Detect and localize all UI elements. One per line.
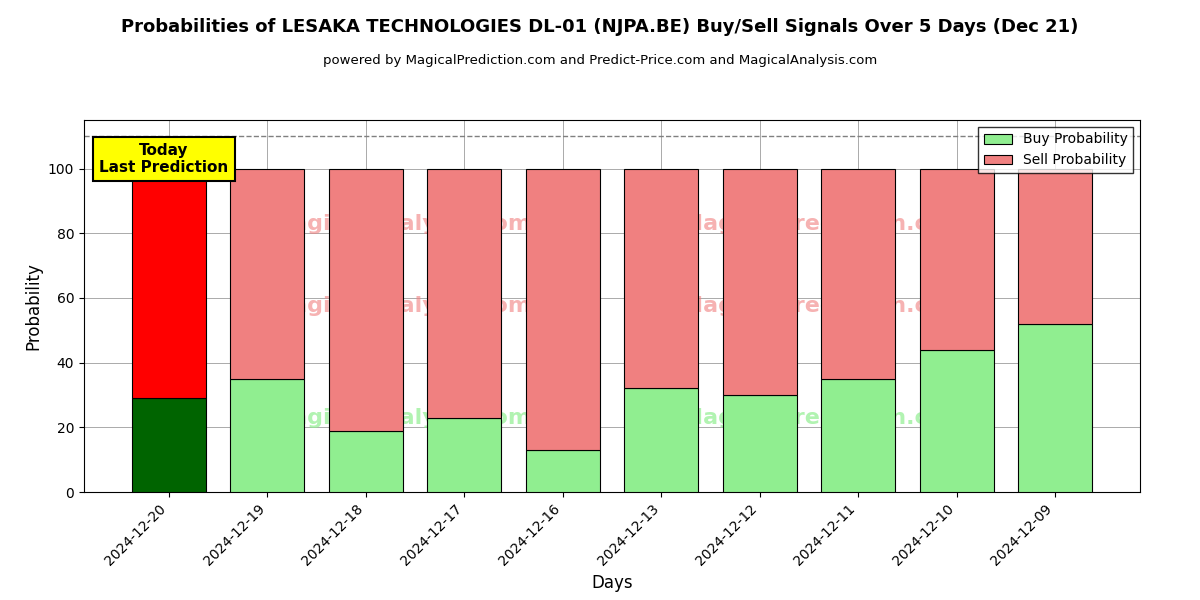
Text: MagicalPrediction.com: MagicalPrediction.com <box>680 214 966 234</box>
Bar <box>427 418 502 492</box>
Bar <box>329 431 403 492</box>
Bar <box>1018 169 1092 324</box>
Bar <box>722 169 797 395</box>
Bar <box>329 169 403 431</box>
Bar <box>821 379 895 492</box>
Text: MagicalPrediction.com: MagicalPrediction.com <box>680 296 966 316</box>
Bar <box>821 169 895 379</box>
Text: MagicalPrediction.com: MagicalPrediction.com <box>680 407 966 428</box>
Bar <box>919 350 994 492</box>
Bar <box>1018 324 1092 492</box>
Bar <box>230 169 305 379</box>
X-axis label: Days: Days <box>592 574 632 592</box>
Bar <box>624 388 698 492</box>
Bar <box>230 379 305 492</box>
Text: Today
Last Prediction: Today Last Prediction <box>100 143 229 175</box>
Bar <box>919 169 994 350</box>
Text: MagicalAnalysis.com: MagicalAnalysis.com <box>270 407 532 428</box>
Y-axis label: Probability: Probability <box>24 262 42 350</box>
Text: MagicalAnalysis.com: MagicalAnalysis.com <box>270 296 532 316</box>
Bar <box>526 169 600 450</box>
Bar <box>722 395 797 492</box>
Text: MagicalAnalysis.com: MagicalAnalysis.com <box>270 214 532 234</box>
Bar <box>132 398 206 492</box>
Legend: Buy Probability, Sell Probability: Buy Probability, Sell Probability <box>978 127 1133 173</box>
Bar <box>427 169 502 418</box>
Bar <box>526 450 600 492</box>
Text: Probabilities of LESAKA TECHNOLOGIES DL-01 (NJPA.BE) Buy/Sell Signals Over 5 Day: Probabilities of LESAKA TECHNOLOGIES DL-… <box>121 18 1079 36</box>
Bar <box>132 169 206 398</box>
Bar <box>624 169 698 388</box>
Text: powered by MagicalPrediction.com and Predict-Price.com and MagicalAnalysis.com: powered by MagicalPrediction.com and Pre… <box>323 54 877 67</box>
